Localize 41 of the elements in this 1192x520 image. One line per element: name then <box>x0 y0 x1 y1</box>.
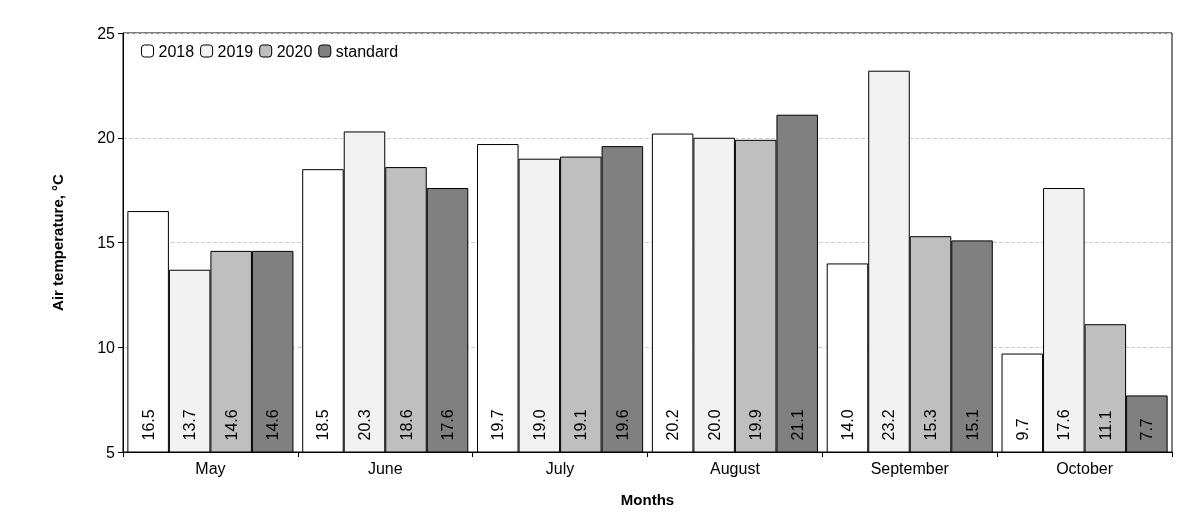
data-label: 18.6 <box>397 409 415 441</box>
x-tick-label: August <box>710 459 761 477</box>
x-axis-title: Months <box>620 491 675 508</box>
y-tick-label: 15 <box>97 234 116 251</box>
data-label: 15.3 <box>922 409 940 441</box>
data-label: 18.5 <box>314 409 332 441</box>
data-label: 14.6 <box>264 409 282 441</box>
data-label: 16.5 <box>139 409 157 441</box>
data-label: 20.0 <box>705 409 723 441</box>
data-label: 19.1 <box>572 409 590 441</box>
legend-label: 2020 <box>276 42 313 60</box>
data-label: 20.3 <box>355 409 373 441</box>
data-label: 21.1 <box>788 409 806 441</box>
legend-label: standard <box>335 42 399 60</box>
data-label: 17.6 <box>439 409 457 441</box>
data-label: 17.6 <box>1055 409 1073 441</box>
x-tick-label: June <box>367 459 403 477</box>
y-tick-label: 10 <box>97 338 116 356</box>
data-label: 23.2 <box>880 409 898 441</box>
data-label: 13.7 <box>181 409 199 441</box>
data-label: 15.1 <box>963 409 981 441</box>
data-label: 14.0 <box>838 409 856 441</box>
x-tick-label: May <box>195 459 226 477</box>
y-tick-label: 20 <box>97 129 116 147</box>
y-tick-label: 5 <box>106 443 116 461</box>
data-label: 19.7 <box>489 409 507 441</box>
data-label: 19.6 <box>613 409 631 441</box>
x-tick-label: July <box>545 459 575 477</box>
x-tick-label: October <box>1056 459 1114 477</box>
legend-label: 2018 <box>158 42 195 60</box>
data-label: 19.0 <box>530 409 548 441</box>
y-tick-label: 25 <box>97 24 116 42</box>
legend-label: 2019 <box>217 42 254 60</box>
data-label: 19.9 <box>747 409 765 441</box>
data-label: 9.7 <box>1013 418 1031 441</box>
y-axis-title: Air temperature, °C <box>49 173 66 311</box>
data-label: 7.7 <box>1138 418 1156 441</box>
x-tick-label: September <box>870 459 950 477</box>
data-label: 20.2 <box>664 409 682 441</box>
data-label: 14.6 <box>222 409 240 441</box>
data-label: 11.1 <box>1096 410 1114 441</box>
